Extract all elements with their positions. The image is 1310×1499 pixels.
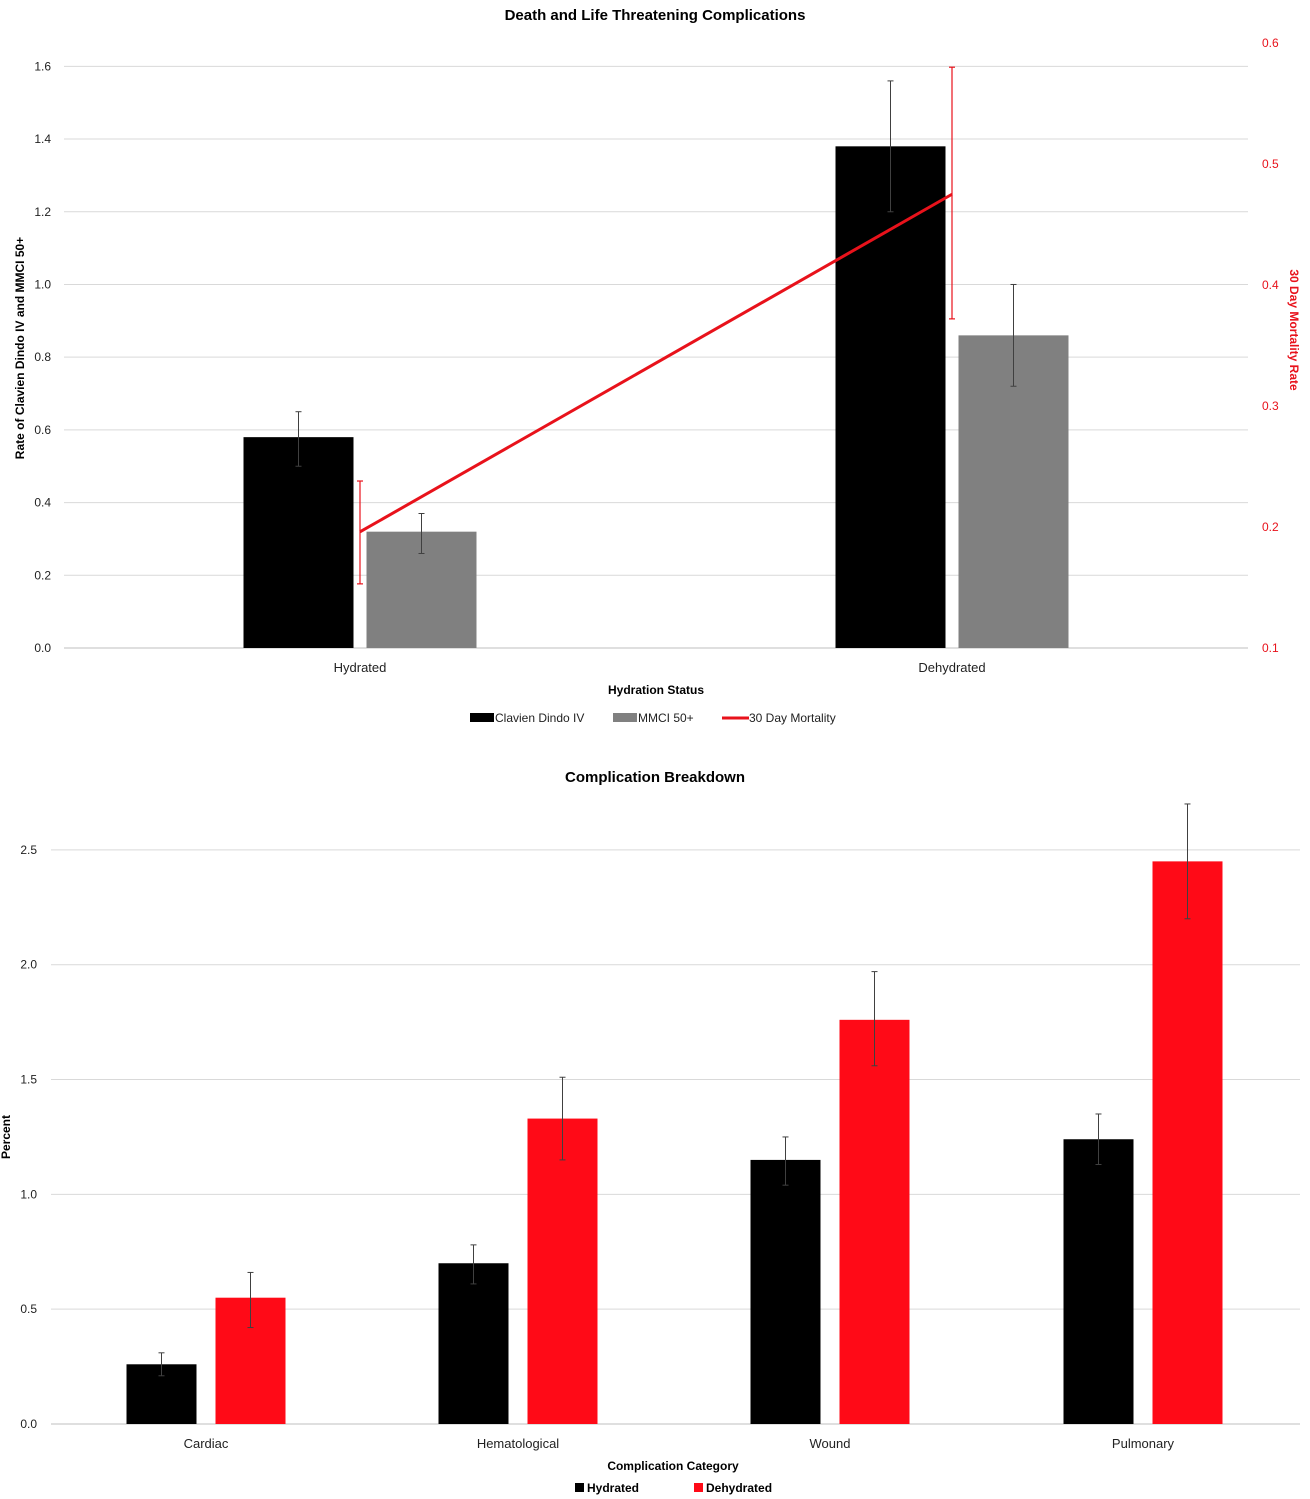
y2-tick-label: 0.3 — [1262, 399, 1279, 413]
y-tick-label: 1.2 — [34, 205, 51, 219]
y-tick-label: 0.8 — [34, 350, 51, 364]
y-tick-label: 1.4 — [34, 132, 51, 146]
legend-label-mmci-50: MMCI 50+ — [638, 711, 694, 725]
y-tick-label: 0.2 — [34, 568, 51, 582]
bar-hydrated-pulmonary — [1063, 1139, 1134, 1424]
legend-label-30-day-mortality: 30 Day Mortality — [749, 711, 836, 725]
y-tick-label: 2.0 — [20, 958, 37, 972]
y-axis-title: Percent — [0, 1115, 13, 1159]
y-tick-label: 0.0 — [34, 641, 51, 655]
y-tick-label: 2.5 — [20, 843, 37, 857]
x-tick-label-wound: Wound — [810, 1436, 851, 1451]
legend-swatch-mmci-50 — [613, 713, 637, 722]
bar-clavien-dindo-iv-dehydrated — [835, 146, 946, 648]
legend-swatch-hydrated — [575, 1483, 584, 1492]
y2-axis-title: 30 Day Mortality Rate — [1287, 269, 1301, 391]
y2-tick-label: 0.6 — [1262, 36, 1279, 50]
chart-complication-breakdown: Complication Breakdown 0.0 0.5 1.0 1.5 2.0 2.5… — [0, 769, 1300, 1495]
y2-tick-label: 0.4 — [1262, 278, 1279, 292]
x-axis-title: Complication Category — [607, 1459, 739, 1473]
y-tick-label: 0.6 — [34, 423, 51, 437]
x-tick-label-cardiac: Cardiac — [184, 1436, 229, 1451]
y2-tick-label: 0.2 — [1262, 520, 1279, 534]
bar-dehydrated-pulmonary — [1152, 861, 1223, 1424]
bar-hydrated-hematological — [438, 1263, 509, 1424]
chart-title: Complication Breakdown — [565, 769, 745, 786]
legend-swatch-dehydrated — [694, 1483, 703, 1492]
bar-hydrated-wound — [750, 1159, 821, 1424]
x-axis-title: Hydration Status — [608, 683, 704, 697]
bar-clavien-dindo-iv-hydrated — [243, 437, 354, 648]
y-tick-label: 1.0 — [20, 1187, 37, 1201]
line-30-day-mortality — [359, 192, 953, 534]
legend-label-hydrated: Hydrated — [587, 1481, 639, 1495]
x-tick-label-hydrated: Hydrated — [334, 660, 387, 675]
x-tick-label-hematological: Hematological — [477, 1436, 559, 1451]
y-tick-label: 1.5 — [20, 1073, 37, 1087]
x-tick-label-pulmonary: Pulmonary — [1112, 1436, 1175, 1451]
y-tick-label: 1.6 — [34, 59, 51, 73]
legend-swatch-clavien-dindo-iv — [470, 713, 494, 722]
legend-label-clavien-dindo-iv: Clavien Dindo IV — [495, 711, 584, 725]
y-tick-label: 1.0 — [34, 277, 51, 291]
y-tick-label: 0.0 — [20, 1417, 37, 1431]
bar-dehydrated-wound — [839, 1019, 910, 1424]
chart-title: Death and Life Threatening Complications — [505, 7, 806, 24]
y-tick-label: 0.4 — [34, 496, 51, 510]
x-tick-label-dehydrated: Dehydrated — [918, 660, 985, 675]
y-tick-label: 0.5 — [20, 1302, 37, 1316]
bar-dehydrated-hematological — [527, 1118, 598, 1424]
y-axis-title: Rate of Clavien Dindo IV and MMCI 50+ — [13, 237, 27, 459]
y2-tick-label: 0.1 — [1262, 641, 1279, 655]
legend-label-dehydrated: Dehydrated — [706, 1481, 772, 1495]
bar-mmci-50-dehydrated — [958, 335, 1069, 648]
chart-death-complications: Death and Life Threatening Complications… — [13, 7, 1301, 725]
y2-tick-label: 0.5 — [1262, 157, 1279, 171]
